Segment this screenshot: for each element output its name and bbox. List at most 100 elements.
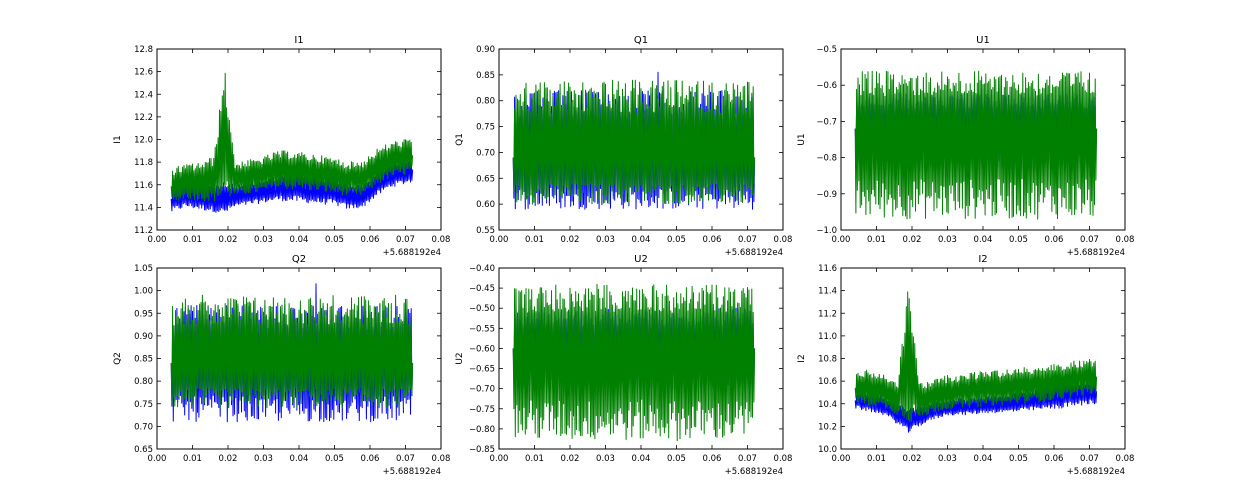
series-green-line: [854, 291, 1098, 422]
y-axis-label: Q2: [113, 352, 123, 365]
series-blue-line: [854, 379, 1098, 433]
x-tick-label: 0.08: [432, 235, 451, 245]
x-tick-label: 0.05: [325, 454, 344, 464]
y-tick-label: 0.75: [134, 400, 153, 410]
subplot-u1: 0.00 0.01 0.02 0.03 0.04 0.05 0.06 0.07 0.08 −1.0…: [797, 35, 1134, 258]
y-tick-label: 0.65: [134, 445, 153, 455]
x-tick-label: 0.04: [974, 235, 993, 245]
x-tick-label: 0.06: [1045, 454, 1064, 464]
y-tick-label: 0.90: [476, 45, 495, 55]
x-tick-label: 0.01: [183, 454, 202, 464]
y-tick-label: 10.8: [818, 355, 837, 365]
y-tick-label: 12.0: [134, 136, 153, 146]
y-tick-label: −0.7: [816, 117, 837, 127]
x-tick-label: 0.03: [596, 454, 615, 464]
subplot-u2: 0.00 0.01 0.02 0.03 0.04 0.05 0.06 0.07 0.08 −0.8…: [455, 254, 792, 477]
series-green-line: [512, 79, 756, 205]
x-tick-label: 0.00: [832, 235, 851, 245]
subplot-title: I1: [294, 35, 303, 46]
y-tick-label: −0.75: [469, 405, 495, 415]
x-tick-label: 0.04: [632, 235, 651, 245]
x-offset-label: +5.688192e4: [725, 248, 783, 258]
x-tick-label: 0.07: [738, 235, 757, 245]
x-tick-label: 0.03: [938, 235, 957, 245]
y-tick-label: 11.4: [134, 203, 153, 213]
y-axis-label: Q1: [455, 133, 465, 146]
y-tick-label: 11.4: [818, 287, 837, 297]
y-axis-label: U1: [797, 133, 807, 145]
y-tick-label: −0.40: [469, 264, 495, 274]
x-tick-label: 0.05: [325, 235, 344, 245]
y-tick-label: 0.80: [476, 97, 495, 107]
y-tick-label: 0.70: [476, 148, 495, 158]
axes-frame: [156, 48, 442, 231]
subplot-title: Q2: [292, 254, 306, 265]
y-tick-label: 12.8: [134, 45, 153, 55]
x-tick-label: 0.02: [903, 454, 922, 464]
subplot-q1: 0.00 0.01 0.02 0.03 0.04 0.05 0.06 0.07 0.08 0.55…: [455, 35, 792, 258]
y-tick-label: −0.45: [469, 284, 495, 294]
x-tick-label: 0.07: [738, 454, 757, 464]
series-green-line: [170, 294, 414, 409]
series-green-line: [854, 70, 1098, 220]
y-tick-label: 11.6: [818, 264, 837, 274]
y-tick-label: 11.2: [134, 226, 153, 236]
x-tick-label: 0.03: [254, 235, 273, 245]
subplot-title: Q1: [634, 35, 648, 46]
y-tick-label: 12.6: [134, 68, 153, 78]
x-tick-label: 0.01: [525, 235, 544, 245]
x-tick-label: 0.07: [396, 235, 415, 245]
x-tick-label: 0.06: [703, 454, 722, 464]
y-tick-label: 0.70: [134, 422, 153, 432]
x-tick-label: 0.08: [774, 235, 793, 245]
y-tick-label: 0.60: [476, 200, 495, 210]
x-tick-label: 0.08: [1116, 235, 1135, 245]
y-axis-label: I2: [797, 354, 807, 362]
y-tick-label: 0.85: [134, 355, 153, 365]
x-tick-label: 0.08: [432, 454, 451, 464]
x-tick-label: 0.04: [632, 454, 651, 464]
x-tick-label: 0.05: [667, 454, 686, 464]
subplot-q2: 0.00 0.01 0.02 0.03 0.04 0.05 0.06 0.07 0.08 0.65…: [113, 254, 450, 477]
subplot-title: U2: [634, 254, 648, 265]
x-tick-label: 0.08: [774, 454, 793, 464]
y-tick-label: −0.80: [469, 425, 495, 435]
x-tick-label: 0.06: [703, 235, 722, 245]
x-tick-label: 0.04: [290, 454, 309, 464]
x-tick-label: 0.01: [867, 454, 886, 464]
x-tick-label: 0.01: [183, 235, 202, 245]
y-tick-label: 0.55: [476, 226, 495, 236]
y-axis-label: I1: [113, 135, 123, 143]
x-tick-label: 0.03: [938, 454, 957, 464]
x-tick-label: 0.02: [219, 454, 238, 464]
y-tick-label: −0.8: [816, 154, 837, 164]
y-tick-label: 1.00: [134, 287, 153, 297]
plot-area: [512, 71, 756, 210]
y-axis-label: U2: [455, 352, 465, 364]
y-tick-label: 10.6: [818, 377, 837, 387]
y-tick-label: 0.90: [134, 332, 153, 342]
x-tick-label: 0.00: [490, 454, 509, 464]
x-tick-label: 0.03: [596, 235, 615, 245]
y-tick-label: 12.4: [134, 90, 153, 100]
y-tick-label: 10.2: [818, 422, 837, 432]
y-tick-label: −0.85: [469, 445, 495, 455]
x-tick-label: 0.01: [867, 235, 886, 245]
y-tick-label: 0.95: [134, 309, 153, 319]
y-tick-label: 0.65: [476, 174, 495, 184]
plot-area: [170, 283, 414, 423]
series-green-line: [512, 283, 756, 442]
y-tick-label: −0.55: [469, 324, 495, 334]
plot-area: [854, 291, 1098, 433]
x-offset-label: +5.688192e4: [725, 467, 783, 477]
y-tick-label: 0.75: [476, 123, 495, 133]
plot-area: [854, 70, 1098, 220]
x-offset-label: +5.688192e4: [383, 467, 441, 477]
y-tick-label: 12.2: [134, 113, 153, 123]
x-tick-label: 0.06: [361, 235, 380, 245]
subplot-title: I2: [978, 254, 987, 265]
y-tick-label: 0.80: [134, 377, 153, 387]
series-green-line: [170, 72, 414, 202]
y-tick-label: 11.2: [818, 309, 837, 319]
